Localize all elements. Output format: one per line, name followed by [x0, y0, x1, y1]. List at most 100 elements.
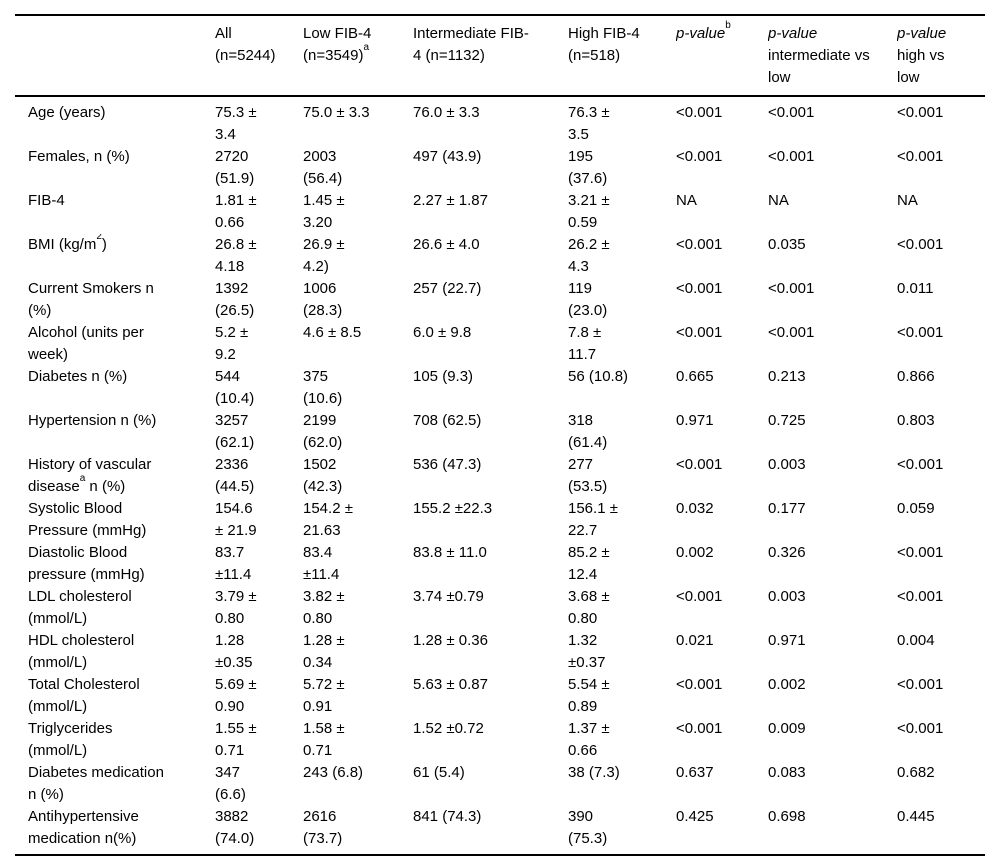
value-cell-all: 5.69 ± 0.90 [215, 676, 257, 715]
value-cell-high-fib4: 390 (75.3) [568, 808, 608, 847]
value-cell-p-high-vs-low: <0.001 [897, 104, 944, 121]
value-cell-low-fib4: 75.0 ± 3.3 [303, 104, 370, 121]
text-run: intermediate vs low [768, 47, 870, 86]
row-label-cell: Triglycerides (mmol/L) [15, 718, 215, 762]
table-header: All (n=5244) Low FIB-4 (n=3549)a Intermedi… [15, 15, 985, 97]
value-cell-all: 26.8 ± 4.18 [215, 236, 257, 275]
value-cell-all: 3.79 ± 0.80 [215, 588, 257, 627]
value-cell-intermediate-fib4: 1.52 ±0.72 [413, 720, 484, 737]
value-cell-p-overall: 0.637 [676, 764, 714, 781]
value-cell-p-intermediate-vs-low: NA [768, 192, 789, 209]
text-run: Age (years) [28, 104, 106, 121]
value-cell-p-overall: <0.001 [676, 236, 723, 253]
value-cell-p-high-vs-low: 0.059 [897, 500, 935, 517]
table-row: BMI (kg/m2) 26.8 ± 4.18 26.9 ± 4.2) 26.6… [15, 234, 985, 278]
value-cell-high-fib4: 318 (61.4) [568, 412, 608, 451]
superscript: a [79, 472, 86, 484]
value-cell-p-high-vs-low: 0.011 [897, 280, 934, 297]
row-label-cell: Diabetes n (%) [15, 366, 215, 410]
value-cell-intermediate-fib4: 83.8 ± 11.0 [413, 544, 487, 561]
text-run: Current Smokers n (%) [28, 280, 154, 319]
value-cell-p-overall: <0.001 [676, 148, 723, 165]
text-run: Triglycerides (mmol/L) [28, 720, 113, 759]
table-row: Diastolic Blood pressure (mmHg) 83.7 ±11… [15, 542, 985, 586]
column-header: Low FIB-4 (n=3549)a [303, 15, 413, 97]
italic-text-run: p-value [768, 25, 818, 42]
value-cell-p-overall: <0.001 [676, 676, 723, 693]
row-label-cell: Alcohol (units per week) [15, 322, 215, 366]
italic-text-run: p-value [676, 25, 726, 42]
value-cell-high-fib4: 1.32 ±0.37 [568, 632, 606, 671]
value-cell-p-intermediate-vs-low: 0.009 [768, 720, 806, 737]
value-cell-high-fib4: 3.68 ± 0.80 [568, 588, 610, 627]
value-cell-low-fib4: 154.2 ± 21.63 [303, 500, 353, 539]
text-run: Alcohol (units per week) [28, 324, 144, 363]
value-cell-p-overall: NA [676, 192, 697, 209]
value-cell-high-fib4: 56 (10.8) [568, 368, 629, 385]
column-header: p-valueb [676, 15, 768, 97]
column-header: p-value high vs low [897, 15, 985, 97]
superscript: a [363, 41, 370, 53]
value-cell-intermediate-fib4: 76.0 ± 3.3 [413, 104, 480, 121]
table-row: LDL cholesterol (mmol/L) 3.79 ± 0.80 3.8… [15, 586, 985, 630]
value-cell-p-intermediate-vs-low: 0.725 [768, 412, 806, 429]
table-row: Systolic Blood Pressure (mmHg) 154.6 ± 2… [15, 498, 985, 542]
value-cell-intermediate-fib4: 5.63 ± 0.87 [413, 676, 488, 693]
row-label-cell: Antihypertensive medication n(%) [15, 806, 215, 855]
value-cell-intermediate-fib4: 536 (47.3) [413, 456, 482, 473]
value-cell-intermediate-fib4: 6.0 ± 9.8 [413, 324, 472, 341]
value-cell-p-high-vs-low: <0.001 [897, 720, 944, 737]
value-cell-low-fib4: 2199 (62.0) [303, 412, 343, 451]
row-label-cell: History of vascular diseasea n (%) [15, 454, 215, 498]
value-cell-low-fib4: 1.45 ± 3.20 [303, 192, 345, 231]
value-cell-all: 154.6 ± 21.9 [215, 500, 257, 539]
value-cell-low-fib4: 4.6 ± 8.5 [303, 324, 362, 341]
text-run: High FIB-4 (n=518) [568, 25, 640, 64]
value-cell-all: 2720 (51.9) [215, 148, 255, 187]
superscript: 2 [96, 234, 102, 242]
text-run: HDL cholesterol (mmol/L) [28, 632, 135, 671]
value-cell-p-intermediate-vs-low: <0.001 [768, 148, 815, 165]
value-cell-p-intermediate-vs-low: 0.326 [768, 544, 806, 561]
value-cell-all: 3257 (62.1) [215, 412, 255, 451]
value-cell-p-intermediate-vs-low: 0.213 [768, 368, 806, 385]
column-header: Intermediate FIB- 4 (n=1132) [413, 15, 568, 97]
value-cell-high-fib4: 119 (23.0) [568, 280, 608, 319]
row-label-cell: Age (years) [15, 96, 215, 146]
table-row: Current Smokers n (%) 1392 (26.5) 1006 (… [15, 278, 985, 322]
text-run: n (%) [85, 478, 126, 495]
value-cell-low-fib4: 3.82 ± 0.80 [303, 588, 345, 627]
text-run: Diastolic Blood pressure (mmHg) [28, 544, 145, 583]
value-cell-all: 3882 (74.0) [215, 808, 255, 847]
value-cell-p-intermediate-vs-low: <0.001 [768, 280, 815, 297]
value-cell-high-fib4: 156.1 ± 22.7 [568, 500, 618, 539]
row-label-cell: Total Cholesterol (mmol/L) [15, 674, 215, 718]
table-row: History of vascular diseasea n (%) 2336 … [15, 454, 985, 498]
value-cell-p-high-vs-low: 0.445 [897, 808, 935, 825]
table-row: Females, n (%) 2720 (51.9) 2003 (56.4) 4… [15, 146, 985, 190]
superscript: b [725, 19, 731, 31]
table-row: Hypertension n (%) 3257 (62.1) 2199 (62.… [15, 410, 985, 454]
value-cell-low-fib4: 375 (10.6) [303, 368, 343, 407]
table-row: HDL cholesterol (mmol/L) 1.28 ±0.35 1.28… [15, 630, 985, 674]
column-header [15, 15, 215, 97]
table-row: Antihypertensive medication n(%) 3882 (7… [15, 806, 985, 855]
value-cell-all: 347 (6.6) [215, 764, 246, 803]
value-cell-high-fib4: 3.21 ± 0.59 [568, 192, 610, 231]
column-header: p-value intermediate vs low [768, 15, 897, 97]
text-run: Hypertension n (%) [28, 412, 157, 429]
value-cell-p-high-vs-low: <0.001 [897, 676, 944, 693]
text-run: Total Cholesterol (mmol/L) [28, 676, 140, 715]
value-cell-low-fib4: 1006 (28.3) [303, 280, 343, 319]
value-cell-p-intermediate-vs-low: 0.971 [768, 632, 806, 649]
value-cell-low-fib4: 1502 (42.3) [303, 456, 343, 495]
value-cell-p-high-vs-low: NA [897, 192, 918, 209]
value-cell-p-high-vs-low: <0.001 [897, 544, 944, 561]
value-cell-all: 75.3 ± 3.4 [215, 104, 257, 143]
value-cell-p-intermediate-vs-low: 0.083 [768, 764, 806, 781]
text-run: Females, n (%) [28, 148, 130, 165]
text-run: Antihypertensive medication n(%) [28, 808, 139, 847]
row-label-cell: Current Smokers n (%) [15, 278, 215, 322]
header-row: All (n=5244) Low FIB-4 (n=3549)a Intermedi… [15, 15, 985, 97]
table-body: Age (years) 75.3 ± 3.4 75.0 ± 3.3 76.0 ±… [15, 96, 985, 855]
